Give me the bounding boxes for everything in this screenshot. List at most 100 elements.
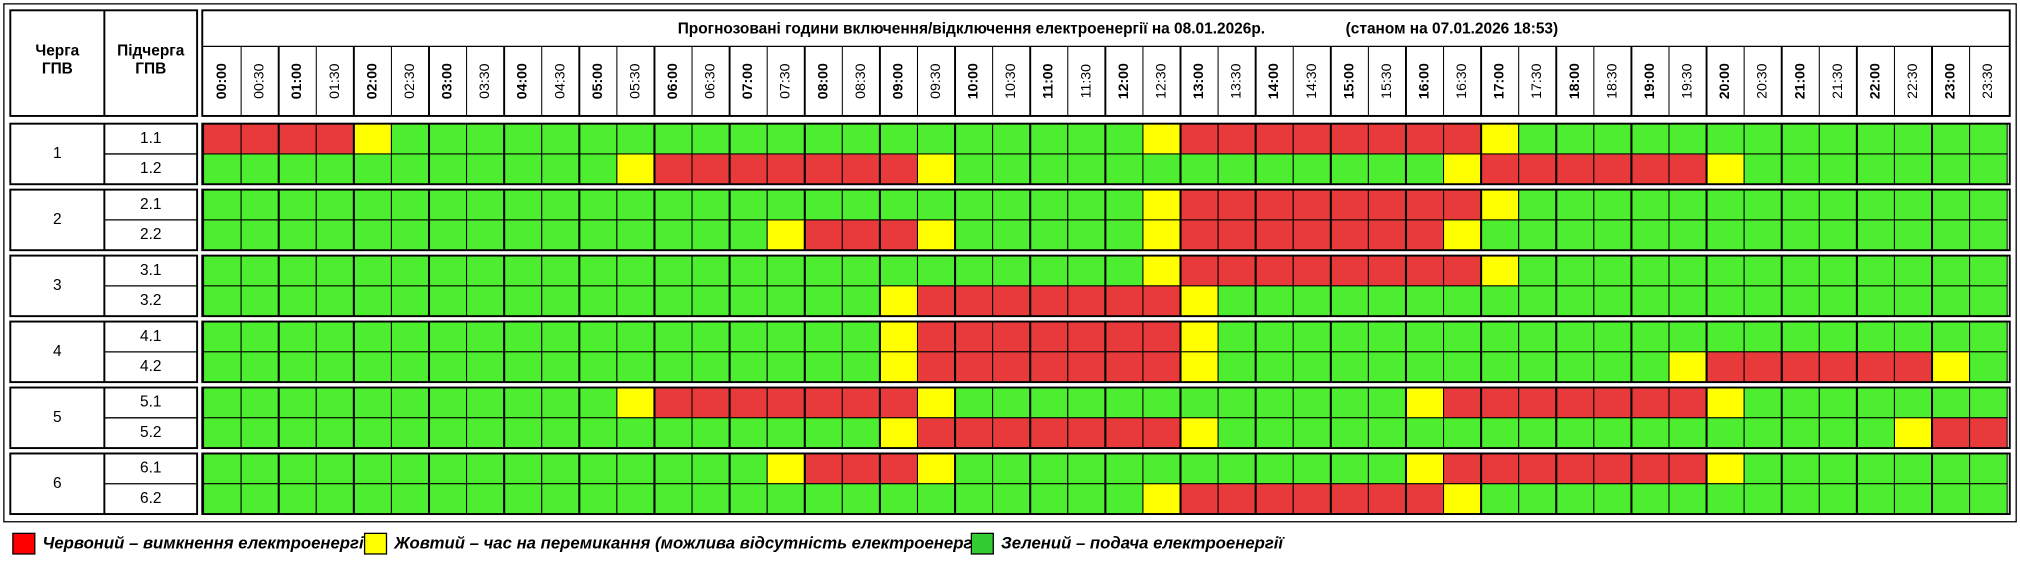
slot-cell xyxy=(879,483,918,515)
slot-cell xyxy=(1480,189,1520,221)
slot-cell xyxy=(616,189,655,221)
slot-cell xyxy=(1706,452,1745,485)
slot-cell xyxy=(916,255,956,287)
slot-cell xyxy=(1330,255,1369,287)
slot-cell xyxy=(1480,285,1520,317)
slot-cell xyxy=(1292,351,1332,383)
time-label: 15:30 xyxy=(1379,63,1395,99)
time-label: 08:00 xyxy=(815,63,831,99)
slot-cell xyxy=(1443,123,1482,155)
time-label: 04:00 xyxy=(515,63,531,99)
slot-cell xyxy=(240,189,280,221)
slot-cell xyxy=(1630,255,1670,287)
slot-cell xyxy=(466,123,505,155)
slot-cell xyxy=(503,153,543,185)
slot-cell xyxy=(1781,387,1820,419)
slot-cell xyxy=(1555,189,1595,221)
slot-cell xyxy=(1255,255,1294,287)
slot-cell xyxy=(691,123,731,155)
slot-cell xyxy=(653,452,693,485)
slot-cell xyxy=(390,452,430,485)
slot-cell xyxy=(1668,387,1708,419)
slot-cell xyxy=(1067,219,1106,251)
slot-cell xyxy=(1405,452,1445,485)
slot-cell xyxy=(1969,483,2008,515)
slot-cell xyxy=(278,452,317,485)
slot-cell xyxy=(428,285,468,317)
slot-cell xyxy=(1818,153,1858,185)
slot-cell xyxy=(1104,483,1144,515)
slot-cell xyxy=(729,351,768,383)
time-label: 20:30 xyxy=(1755,63,1771,99)
slot-cell xyxy=(1330,452,1369,485)
slot-cell xyxy=(315,351,355,383)
slot-cell xyxy=(954,153,994,185)
slot-cell xyxy=(1818,417,1858,449)
slot-cell xyxy=(804,417,843,449)
slot-cell xyxy=(1067,351,1106,383)
slot-cell xyxy=(1255,153,1294,185)
slot-cell xyxy=(1480,417,1520,449)
slot-cell xyxy=(1443,321,1482,353)
slot-cell xyxy=(428,351,468,383)
slot-cell xyxy=(729,285,768,317)
slot-cell xyxy=(1255,452,1294,485)
slot-cell xyxy=(1367,417,1407,449)
slot-cell xyxy=(541,189,580,221)
slot-cell xyxy=(1856,387,1895,419)
subqueue-label: 5.2 xyxy=(140,424,161,441)
group-frame xyxy=(201,188,2011,252)
slot-cell xyxy=(691,351,731,383)
slot-cell xyxy=(1781,255,1820,287)
slot-cell xyxy=(1367,321,1407,353)
slot-cell xyxy=(578,285,618,317)
slot-cell xyxy=(1255,189,1294,221)
subtitle: (станом на 07.01.2026 18:53) xyxy=(1346,20,1559,37)
slot-cell xyxy=(1443,255,1482,287)
subqueue-header-2: ГПВ xyxy=(135,60,166,77)
slot-cell xyxy=(766,189,806,221)
slot-cell xyxy=(1104,321,1144,353)
slot-cell xyxy=(1893,321,1933,353)
slot-cell xyxy=(1969,417,2008,449)
slot-cell xyxy=(879,123,918,155)
slot-cell xyxy=(1067,321,1106,353)
slot-cell xyxy=(841,123,881,155)
slot-cell xyxy=(541,219,580,251)
slot-cell xyxy=(729,483,768,515)
slot-cell xyxy=(1706,285,1745,317)
slot-cell xyxy=(1179,285,1219,317)
slot-cell xyxy=(1818,123,1858,155)
legend-swatch xyxy=(363,532,388,555)
slot-cell xyxy=(1029,452,1069,485)
slot-cell xyxy=(1292,387,1332,419)
slot-cell xyxy=(1029,153,1069,185)
slot-cell xyxy=(578,321,618,353)
time-label: 15:00 xyxy=(1341,63,1357,99)
slot-cell xyxy=(1443,417,1482,449)
slot-cell xyxy=(1443,387,1482,419)
slot-cell xyxy=(1781,452,1820,485)
slot-cell xyxy=(1179,351,1219,383)
slot-cell xyxy=(616,285,655,317)
time-label: 22:00 xyxy=(1867,63,1883,99)
slot-cell xyxy=(1856,351,1895,383)
time-label: 05:30 xyxy=(627,63,643,99)
slot-cell xyxy=(1931,387,1971,419)
slot-cell xyxy=(1818,255,1858,287)
slot-cell xyxy=(1518,452,1557,485)
group-frame xyxy=(201,320,2011,384)
time-label: 16:00 xyxy=(1417,63,1433,99)
slot-cell xyxy=(315,219,355,251)
slot-cell xyxy=(766,321,806,353)
slot-cell xyxy=(578,483,618,515)
slot-cell xyxy=(1706,189,1745,221)
slot-cell xyxy=(503,452,543,485)
slot-cell xyxy=(1405,351,1445,383)
slot-cell xyxy=(804,153,843,185)
slot-cell xyxy=(1367,387,1407,419)
slot-cell xyxy=(954,417,994,449)
slot-cell xyxy=(240,255,280,287)
slot-cell xyxy=(1668,255,1708,287)
slot-cell xyxy=(466,483,505,515)
